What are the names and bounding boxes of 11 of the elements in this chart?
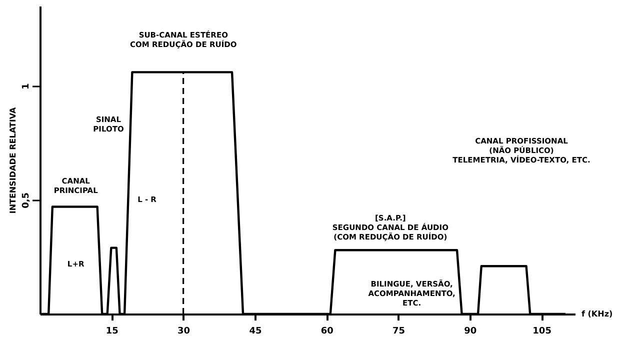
- x-tick-label: 15: [106, 326, 118, 336]
- y-axis-title: INTENSIDADE RELATIVA: [8, 106, 18, 214]
- x-tick-label: 75: [392, 326, 406, 336]
- x-tick-label: 105: [532, 326, 552, 336]
- y-tick-label: 1: [22, 83, 32, 90]
- x-tick-label: 60: [320, 326, 334, 336]
- x-axis-title: f (KHz): [582, 310, 613, 318]
- y-tick-label: 0,5: [22, 192, 32, 208]
- x-tick-label: 30: [178, 326, 190, 336]
- x-tick-label: 90: [464, 326, 477, 336]
- x-tick-label: 45: [249, 326, 262, 336]
